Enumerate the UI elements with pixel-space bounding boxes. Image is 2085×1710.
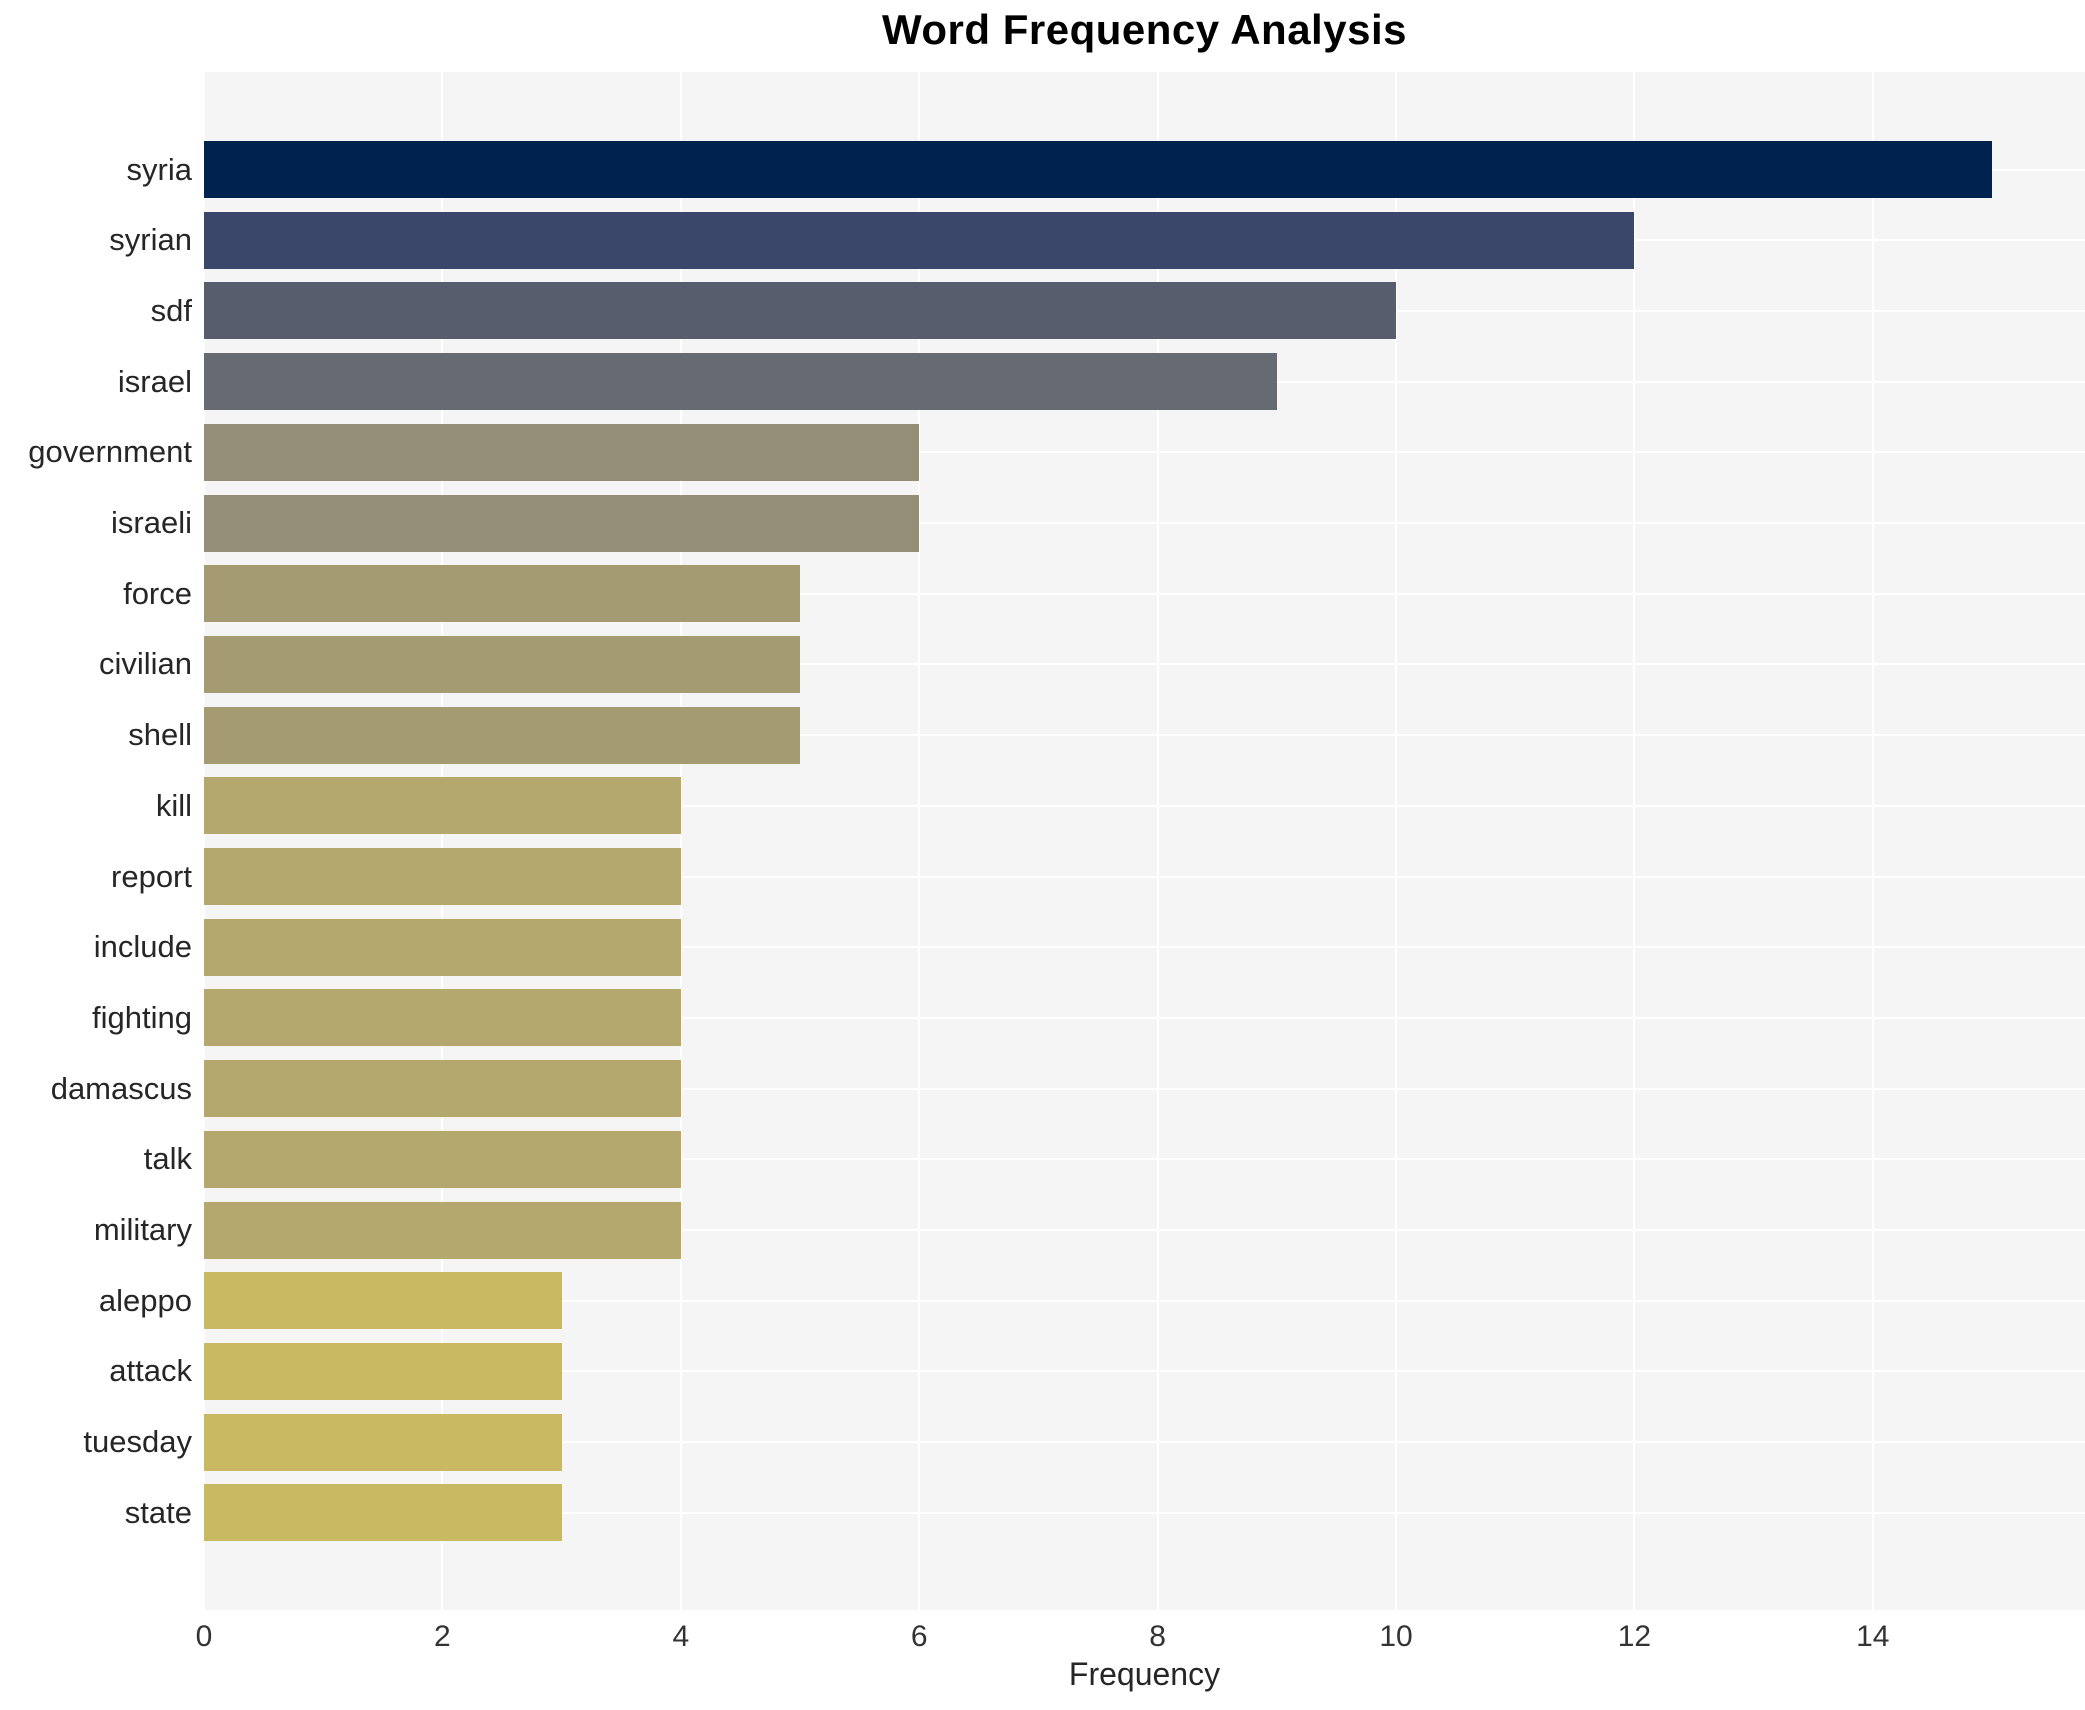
- x-tick-label-14: 14: [1856, 1620, 1890, 1653]
- plot-area: [204, 72, 2085, 1610]
- y-tick-label-damascus: damascus: [50, 1070, 192, 1106]
- gridline-vertical: [918, 72, 921, 1610]
- y-tick-label-israeli: israeli: [111, 505, 192, 540]
- gridline-horizontal: [204, 1087, 2085, 1090]
- y-tick-label-government: government: [28, 434, 192, 470]
- x-axis-title: Frequency: [1068, 1656, 1221, 1692]
- y-tick-label-force: force: [123, 575, 192, 611]
- y-tick-label-report: report: [111, 858, 192, 894]
- y-tick-label-syria: syria: [126, 151, 192, 187]
- gridline-vertical: [679, 72, 682, 1610]
- y-tick-label-tuesday: tuesday: [83, 1424, 192, 1460]
- y-tick-label-attack: attack: [109, 1353, 192, 1389]
- bar-talk: [204, 1130, 681, 1188]
- gridline-vertical: [441, 72, 444, 1610]
- gridline-vertical: [204, 72, 205, 1610]
- gridline-horizontal: [204, 946, 2085, 949]
- bar-fighting: [204, 989, 681, 1047]
- y-tick-label-state: state: [124, 1494, 192, 1530]
- gridline-horizontal: [204, 734, 2085, 737]
- bar-government: [204, 423, 920, 481]
- x-tick-label-10: 10: [1379, 1620, 1413, 1653]
- y-tick-label-kill: kill: [155, 787, 192, 823]
- gridline-horizontal: [204, 1158, 2085, 1161]
- gridline-vertical: [1395, 72, 1397, 1610]
- bar-include: [204, 918, 681, 976]
- bar-military: [204, 1201, 681, 1259]
- y-tick-label-syrian: syrian: [109, 222, 192, 258]
- bar-civilian: [204, 635, 800, 693]
- y-tick-label-aleppo: aleppo: [98, 1282, 192, 1318]
- gridline-vertical: [1156, 72, 1159, 1610]
- bar-state: [204, 1484, 562, 1542]
- gridline-horizontal: [204, 1511, 2085, 1514]
- bar-israeli: [204, 494, 920, 552]
- y-tick-label-sdf: sdf: [150, 292, 192, 328]
- gridline-horizontal: [204, 1229, 2085, 1231]
- x-tick-label-12: 12: [1617, 1620, 1652, 1653]
- x-tick-label-4: 4: [672, 1620, 690, 1653]
- gridline-horizontal: [204, 663, 2085, 666]
- bar-report: [204, 848, 681, 905]
- bar-shell: [204, 706, 800, 764]
- y-tick-label-fighting: fighting: [92, 999, 192, 1035]
- gridline-horizontal: [204, 522, 2085, 524]
- gridline-horizontal: [204, 804, 2085, 807]
- x-tick-label-0: 0: [195, 1620, 213, 1653]
- y-tick-label-include: include: [93, 929, 192, 965]
- bar-kill: [204, 777, 681, 835]
- bar-damascus: [204, 1060, 681, 1118]
- gridline-horizontal: [204, 1299, 2085, 1302]
- bar-syrian: [204, 211, 1635, 269]
- bar-syria: [204, 141, 1993, 198]
- y-tick-label-israel: israel: [117, 363, 192, 399]
- gridline-horizontal: [204, 1370, 2085, 1373]
- bar-tuesday: [204, 1413, 562, 1471]
- x-tick-label-6: 6: [910, 1620, 928, 1653]
- bar-sdf: [204, 282, 1396, 340]
- y-tick-label-military: military: [93, 1212, 192, 1247]
- gridline-horizontal: [204, 451, 2085, 454]
- y-tick-label-talk: talk: [143, 1141, 192, 1177]
- bar-aleppo: [204, 1272, 562, 1330]
- gridline-vertical: [1871, 72, 1874, 1610]
- gridline-horizontal: [204, 1016, 2085, 1019]
- bar-force: [204, 565, 800, 623]
- x-tick-label-8: 8: [1149, 1620, 1166, 1653]
- gridline-horizontal: [204, 592, 2085, 595]
- gridline-vertical: [1633, 72, 1636, 1610]
- bar-israel: [204, 353, 1277, 411]
- y-tick-label-shell: shell: [128, 717, 192, 753]
- gridline-horizontal: [204, 875, 2085, 878]
- bar-attack: [204, 1342, 562, 1400]
- y-tick-label-civilian: civilian: [98, 646, 192, 682]
- chart-title: Word Frequency Analysis: [882, 6, 1407, 53]
- gridline-horizontal: [204, 1441, 2085, 1444]
- x-tick-label-2: 2: [434, 1620, 451, 1653]
